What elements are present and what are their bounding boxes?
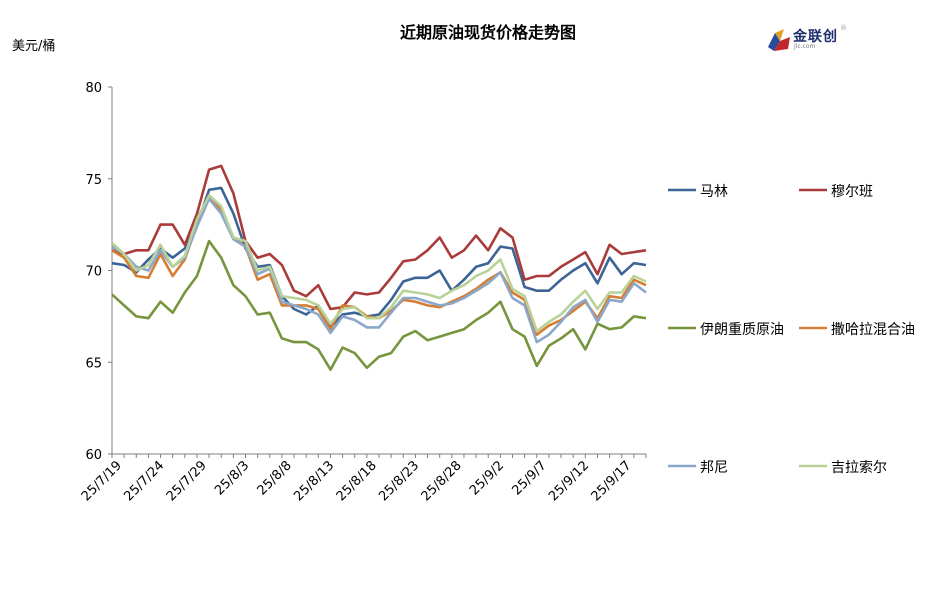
series-line-5 [111,194,647,333]
x-tick-label: 25/9/7 [509,458,549,498]
brand-website: jlc.com [794,43,816,50]
brand-logo-icon [768,29,790,51]
y-tick-label: 80 [85,81,102,96]
registered-mark: ® [840,24,847,32]
x-tick-label: 25/8/13 [291,458,337,504]
x-tick-label: 25/7/19 [79,458,125,504]
x-tick-label: 25/8/3 [212,458,252,498]
legend-label-1: 穆尔班 [831,184,873,200]
y-ticks: 60 65 70 75 80 [85,81,112,463]
x-tick-label: 25/9/2 [467,458,507,498]
series-line-2 [111,239,647,371]
x-tick-label: 25/8/18 [334,458,380,504]
brand-logo: 金联创 jlc.com ® [766,24,850,54]
y-tick-label: 60 [85,448,102,463]
brand-name: 金联创 [793,29,838,45]
legend-label-5: 吉拉索尔 [831,459,887,476]
y-tick-label: 75 [85,173,102,188]
series-line-0 [111,186,647,329]
chart-title: 近期原油现货价格走势图 [400,23,576,42]
legend-label-4: 邦尼 [700,460,728,476]
series-line-1 [111,164,647,311]
x-tick-label: 25/8/8 [255,458,295,498]
x-tick-label: 25/9/12 [546,458,592,504]
legend-label-2: 伊朗重质原油 [700,322,784,338]
x-tick-label: 25/7/24 [121,458,167,504]
x-tick-label: 25/8/28 [419,458,465,504]
y-axis-label: 美元/桶 [12,39,55,54]
x-tick-label: 25/7/29 [164,458,210,504]
axes [111,87,646,455]
series-lines [111,164,647,371]
x-tick-label: 25/9/17 [589,458,635,504]
legend-label-3: 撒哈拉混合油 [831,322,915,338]
x-tick-label: 25/8/23 [376,458,422,504]
legend-label-0: 马林 [700,184,728,200]
y-tick-label: 70 [85,265,102,280]
series-line-4 [111,197,647,344]
y-tick-label: 65 [85,356,102,371]
